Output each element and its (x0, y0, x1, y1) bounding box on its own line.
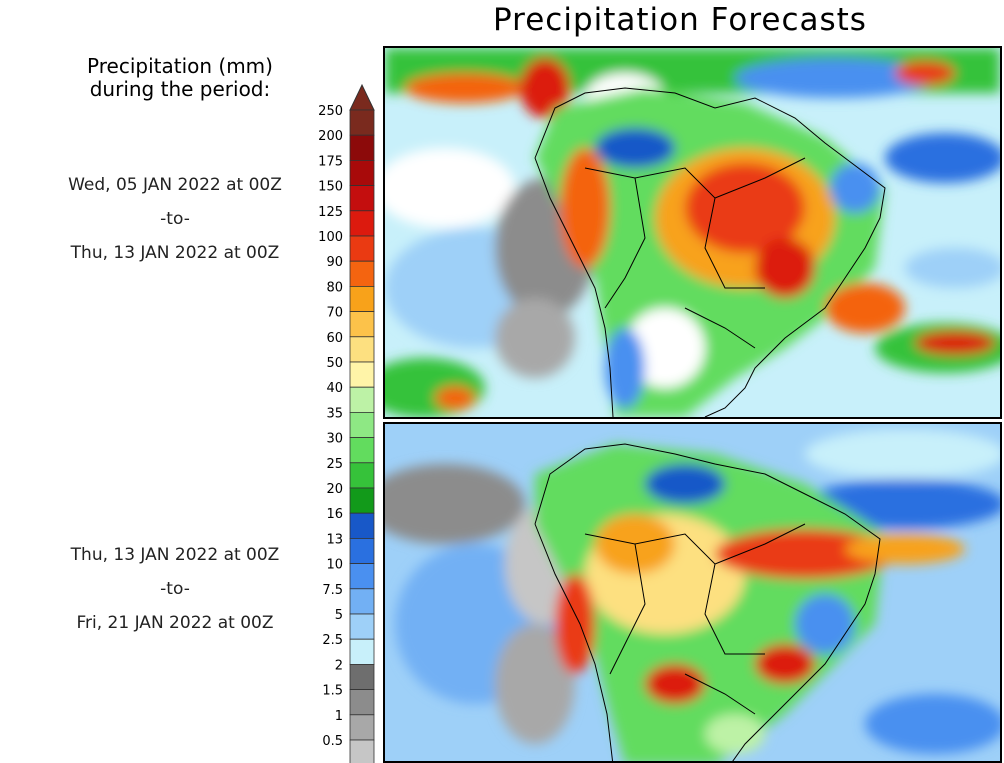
period-1-end: Thu, 13 JAN 2022 at 00Z (70, 243, 280, 263)
map-panel-week1 (383, 46, 1002, 419)
colorbar-tick-label: 1 (335, 709, 343, 724)
colorbar-tick-label: 40 (326, 381, 343, 396)
colorbar-tick-label: 125 (318, 205, 343, 220)
colorbar-swatch (349, 361, 375, 388)
colorbar-tick-label: 5 (335, 608, 343, 623)
colorbar-swatch (349, 311, 375, 338)
colorbar-swatch (349, 538, 375, 565)
colorbar-tick-label: 200 (318, 129, 343, 144)
colorbar-swatch (349, 664, 375, 691)
colorbar-tick-label: 30 (326, 432, 343, 447)
colorbar-swatch (349, 487, 375, 514)
colorbar-swatch (349, 159, 375, 186)
colorbar-tick-label: 35 (326, 406, 343, 421)
colorbar-tick-label: 60 (326, 331, 343, 346)
colorbar-swatch (349, 613, 375, 640)
colorbar-tick-label: 0.5 (322, 734, 343, 749)
country-borders (534, 87, 886, 417)
country-borders-2 (534, 443, 881, 761)
page-title: Precipitation Forecasts (493, 2, 867, 38)
colorbar-swatch (349, 185, 375, 212)
period-1-sep: -to- (160, 209, 190, 229)
colorbar-tick-label: 10 (326, 558, 343, 573)
colorbar-tick-label: 20 (326, 482, 343, 497)
colorbar-tick-label: 50 (326, 356, 343, 371)
colorbar-top-arrow (349, 83, 375, 111)
colorbar-tick-label: 100 (318, 230, 343, 245)
colorbar-tick-label: 7.5 (322, 583, 343, 598)
period-2-label: Thu, 13 JAN 2022 at 00Z -to- Fri, 21 JAN… (40, 538, 310, 640)
colorbar-swatch (349, 260, 375, 287)
colorbar-tick-label: 150 (318, 180, 343, 195)
colorbar-swatch (349, 235, 375, 262)
legend-title: Precipitation (mm) during the period: (55, 55, 305, 101)
colorbar-tick-label: 16 (326, 507, 343, 522)
colorbar-tick-label: 13 (326, 532, 343, 547)
colorbar-tick-label: 1.5 (322, 684, 343, 699)
period-1-label: Wed, 05 JAN 2022 at 00Z -to- Thu, 13 JAN… (40, 168, 310, 270)
colorbar-swatch (349, 285, 375, 312)
colorbar-tick-label: 250 (318, 104, 343, 119)
colorbar-tick-label: 2 (335, 658, 343, 673)
colorbar-swatch (349, 714, 375, 741)
colorbar-swatch (349, 109, 375, 136)
colorbar-swatch (349, 512, 375, 539)
legend-title-line2: during the period: (89, 77, 271, 101)
colorbar-swatch (349, 689, 375, 716)
colorbar-tick-label: 90 (326, 255, 343, 270)
colorbar-swatch (349, 336, 375, 363)
colorbar-tick-label: 175 (318, 154, 343, 169)
legend-title-line1: Precipitation (mm) (87, 54, 273, 78)
colorbar-swatch (349, 210, 375, 237)
colorbar-swatch (349, 563, 375, 590)
colorbar-swatch (349, 411, 375, 438)
period-1-start: Wed, 05 JAN 2022 at 00Z (68, 175, 282, 195)
colorbar-tick-label: 70 (326, 306, 343, 321)
colorbar-swatch (349, 134, 375, 161)
map-panel-week2 (383, 422, 1002, 763)
period-2-end: Fri, 21 JAN 2022 at 00Z (76, 613, 274, 633)
period-2-start: Thu, 13 JAN 2022 at 00Z (70, 545, 280, 565)
colorbar-swatch (349, 437, 375, 464)
map-week1 (385, 48, 1000, 417)
colorbar-swatch (349, 386, 375, 413)
map-week2 (385, 424, 1000, 761)
colorbar-swatch (349, 638, 375, 665)
colorbar-swatch (349, 462, 375, 489)
colorbar-swatch (349, 739, 375, 763)
colorbar-tick-label: 2.5 (322, 633, 343, 648)
colorbar-tick-label: 80 (326, 280, 343, 295)
colorbar-swatch (349, 588, 375, 615)
colorbar-tick-label: 25 (326, 457, 343, 472)
period-2-sep: -to- (160, 579, 190, 599)
